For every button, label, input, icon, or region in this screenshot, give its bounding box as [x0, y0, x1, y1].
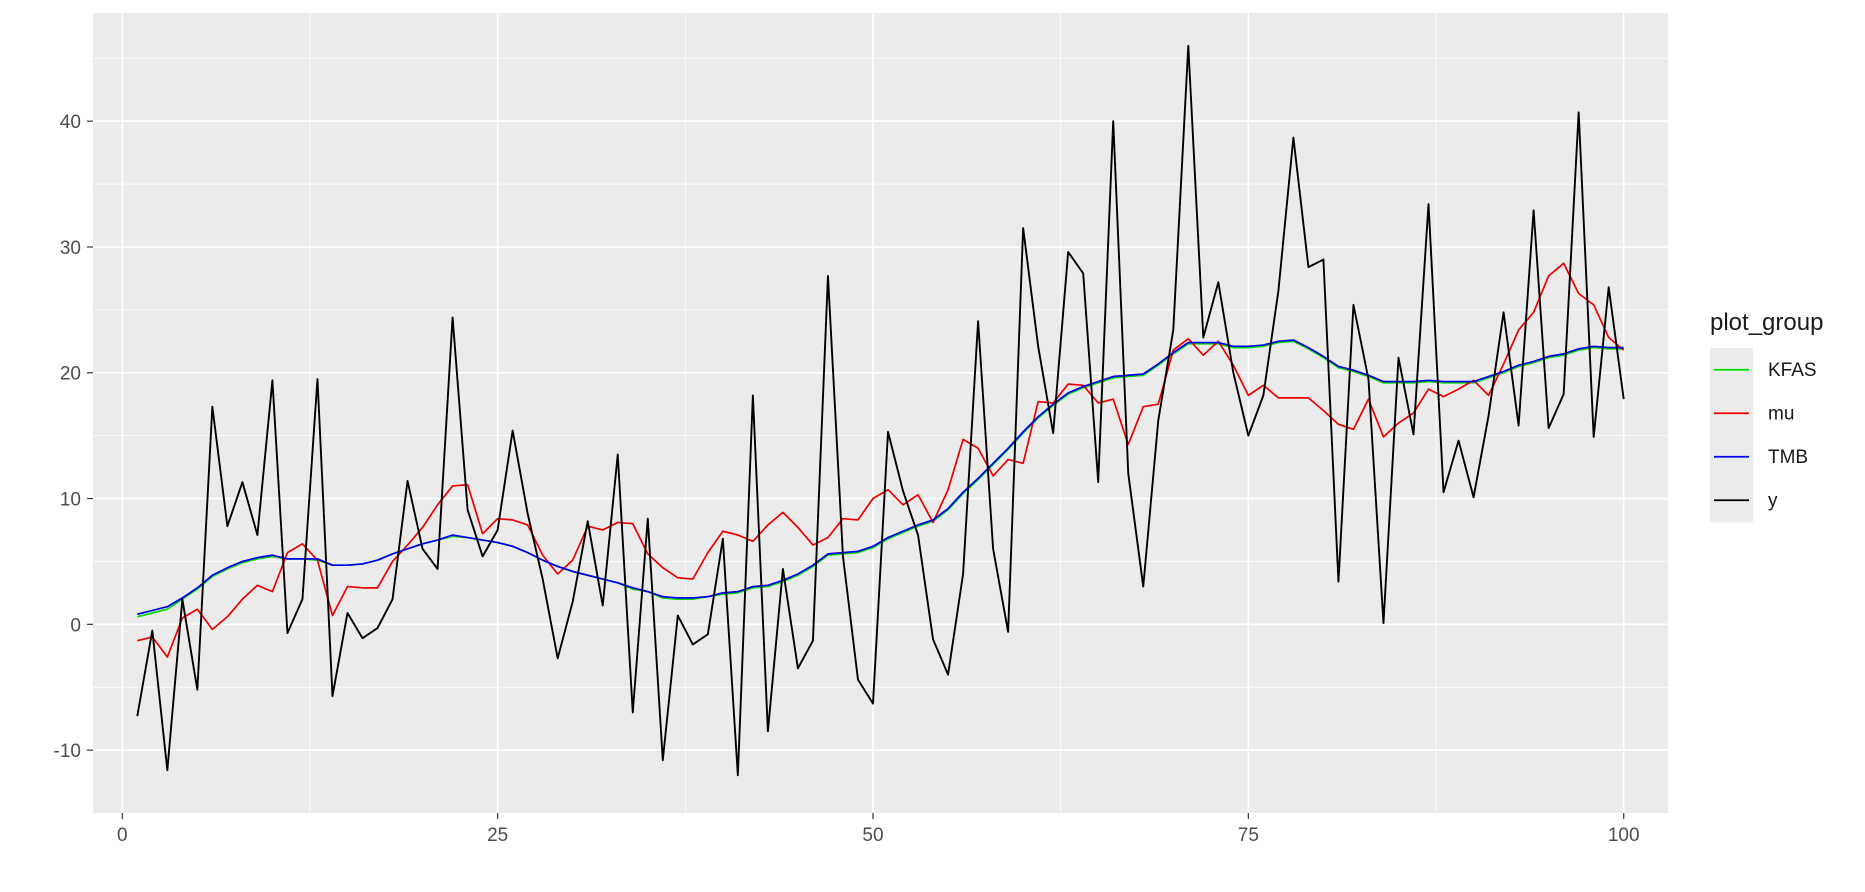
- panel-background: [93, 13, 1668, 813]
- axis-ticks: [87, 120, 1625, 819]
- x-tick-label: 75: [1238, 825, 1259, 846]
- major-gridlines: [93, 13, 1668, 813]
- series-line-mu: [137, 262, 1625, 658]
- series-line-tmb: [137, 339, 1624, 616]
- legend-label-tmb: TMB: [1768, 447, 1808, 468]
- legend-label-mu: mu: [1768, 404, 1794, 425]
- y-axis-tick-labels: -10 0 10 20 30 40: [54, 112, 81, 762]
- series-line-y: [136, 44, 1625, 777]
- series-lines: [136, 44, 1625, 777]
- y-tick-label: 40: [60, 112, 81, 133]
- legend-label-y: y: [1768, 491, 1778, 512]
- legend-label-kfas: KFAS: [1768, 360, 1817, 381]
- y-tick-label: 0: [70, 615, 81, 636]
- x-axis-tick-labels: 0 25 50 75 100: [117, 825, 1640, 846]
- x-tick-label: 0: [117, 825, 128, 846]
- legend-keys: KFAS mu TMB y: [1710, 348, 1817, 522]
- x-tick-label: 100: [1608, 825, 1640, 846]
- y-tick-label: 20: [60, 364, 81, 385]
- x-tick-label: 25: [487, 825, 508, 846]
- x-tick-label: 50: [862, 825, 883, 846]
- y-tick-label: -10: [54, 741, 81, 762]
- legend: plot_group KFAS mu TMB y: [1710, 309, 1823, 522]
- y-tick-label: 10: [60, 490, 81, 511]
- y-tick-label: 30: [60, 238, 81, 259]
- legend-title: plot_group: [1710, 309, 1823, 336]
